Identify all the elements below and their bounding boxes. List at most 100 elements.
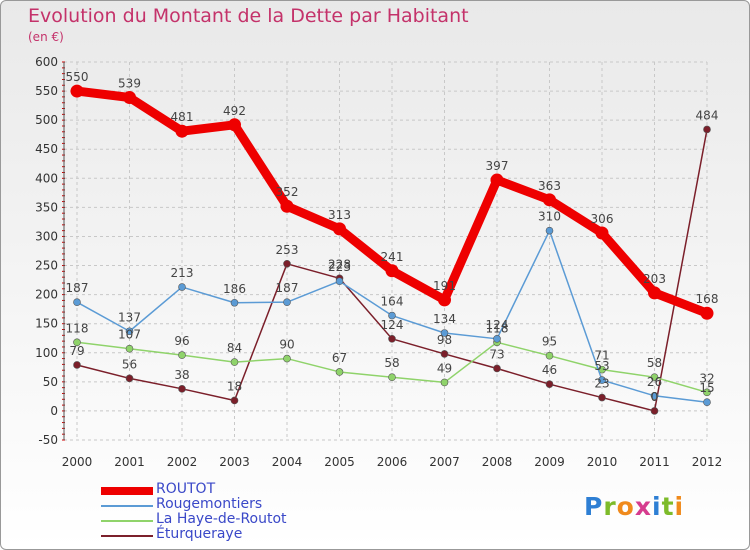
data-label-routot: 168 <box>696 292 719 306</box>
data-point-eturqueraye <box>440 350 449 358</box>
data-label-la-haye-de-routot: 49 <box>437 361 452 375</box>
data-label-rougemontiers: 310 <box>538 210 561 224</box>
data-label-eturqueraye: 124 <box>381 318 404 332</box>
y-tick-label: 300 <box>35 229 58 243</box>
data-point-eturqueraye <box>178 385 186 393</box>
y-tick-label: 100 <box>35 346 58 360</box>
data-point-routot <box>175 124 189 138</box>
data-label-la-haye-de-routot: 58 <box>384 356 399 370</box>
y-tick-label: 0 <box>50 404 58 418</box>
data-point-rougemontiers <box>230 298 239 307</box>
data-label-la-haye-de-routot: 71 <box>594 349 609 363</box>
data-point-eturqueraye <box>493 364 501 373</box>
data-label-eturqueraye: 98 <box>437 333 452 347</box>
data-point-rougemontiers <box>703 398 711 407</box>
legend-label-rougemontiers: Rougemontiers <box>156 496 263 512</box>
data-point-rougemontiers <box>650 392 659 400</box>
data-point-la-haye-de-routot <box>230 358 239 366</box>
legend-swatch-eturqueraye <box>101 535 153 537</box>
data-label-rougemontiers: 187 <box>276 281 299 295</box>
x-tick-label: 2006 <box>377 455 408 469</box>
data-label-rougemontiers: 186 <box>223 282 246 296</box>
data-label-la-haye-de-routot: 58 <box>647 356 662 370</box>
data-point-routot <box>385 264 399 278</box>
logo-letter: i <box>674 492 685 521</box>
y-tick-label: 500 <box>35 113 58 127</box>
data-point-routot <box>490 173 504 187</box>
legend-label-eturqueraye: Éturqueraye <box>156 526 243 542</box>
data-label-routot: 191 <box>433 279 456 293</box>
data-label-la-haye-de-routot: 95 <box>542 335 557 349</box>
data-point-rougemontiers <box>178 283 186 291</box>
data-point-routot <box>438 293 451 307</box>
data-point-eturqueraye <box>598 393 606 402</box>
x-tick-label: 2012 <box>692 455 723 469</box>
data-point-eturqueraye <box>230 396 239 405</box>
data-label-eturqueraye: 228 <box>328 257 351 271</box>
y-tick-label: 450 <box>35 142 58 156</box>
data-label-rougemontiers: 134 <box>433 312 456 326</box>
x-tick-label: 2002 <box>167 455 198 469</box>
x-tick-label: 2003 <box>219 455 250 469</box>
data-label-routot: 363 <box>538 179 561 193</box>
data-label-eturqueraye: 38 <box>174 368 189 382</box>
data-label-eturqueraye: 56 <box>122 357 137 371</box>
logo-letter: P <box>584 492 604 521</box>
logo-letter: x <box>634 492 652 521</box>
legend-label-la-haye-de-routot: La Haye-de-Routot <box>156 511 287 527</box>
data-point-eturqueraye <box>703 125 711 134</box>
data-label-la-haye-de-routot: 118 <box>486 321 509 335</box>
data-point-la-haye-de-routot <box>545 351 554 360</box>
data-point-eturqueraye <box>125 374 134 383</box>
data-point-la-haye-de-routot <box>335 368 344 376</box>
x-tick-label: 2011 <box>639 455 670 469</box>
data-label-la-haye-de-routot: 90 <box>279 338 294 352</box>
data-label-rougemontiers: 213 <box>171 266 194 280</box>
data-point-rougemontiers <box>335 277 344 286</box>
data-point-routot <box>228 118 241 132</box>
data-point-eturqueraye <box>388 335 396 343</box>
data-label-eturqueraye: 0 <box>651 390 659 404</box>
data-label-routot: 313 <box>328 208 351 222</box>
y-tick-label: -50 <box>38 433 58 447</box>
x-tick-label: 2007 <box>429 455 460 469</box>
data-point-rougemontiers <box>125 327 134 336</box>
x-tick-label: 2000 <box>62 455 93 469</box>
data-point-routot <box>123 90 136 104</box>
data-point-routot <box>333 222 346 236</box>
data-label-la-haye-de-routot: 67 <box>332 351 347 365</box>
data-point-rougemontiers <box>440 329 449 337</box>
data-label-routot: 203 <box>643 272 666 286</box>
data-label-routot: 352 <box>276 185 299 199</box>
y-tick-label: 400 <box>35 171 58 185</box>
legend-swatch-la-haye-de-routot <box>101 520 153 522</box>
legend-swatch-rougemontiers <box>101 505 153 507</box>
data-label-routot: 481 <box>171 110 194 124</box>
data-label-routot: 306 <box>591 212 614 226</box>
data-point-rougemontiers <box>283 298 291 306</box>
data-point-eturqueraye <box>73 361 81 369</box>
data-label-eturqueraye: 73 <box>489 347 504 361</box>
x-tick-label: 2005 <box>324 455 355 469</box>
data-label-eturqueraye: 18 <box>227 379 242 393</box>
data-point-la-haye-de-routot <box>178 351 186 359</box>
x-tick-label: 2008 <box>482 455 513 469</box>
data-label-eturqueraye: 253 <box>276 243 299 257</box>
data-label-eturqueraye: 484 <box>696 108 719 122</box>
x-tick-label: 2004 <box>272 455 303 469</box>
data-point-routot <box>595 226 609 240</box>
x-tick-label: 2009 <box>534 455 565 469</box>
data-point-eturqueraye <box>545 380 554 388</box>
data-label-eturqueraye: 79 <box>69 344 84 358</box>
data-point-eturqueraye <box>283 259 291 268</box>
y-tick-label: 350 <box>35 200 58 214</box>
data-label-routot: 241 <box>381 250 404 264</box>
data-label-rougemontiers: 223 <box>328 260 351 274</box>
data-label-eturqueraye: 23 <box>594 377 609 391</box>
data-point-la-haye-de-routot <box>703 388 711 397</box>
data-label-rougemontiers: 26 <box>647 375 662 389</box>
data-point-rougemontiers <box>545 226 554 235</box>
legend-swatch-routot <box>101 487 153 495</box>
